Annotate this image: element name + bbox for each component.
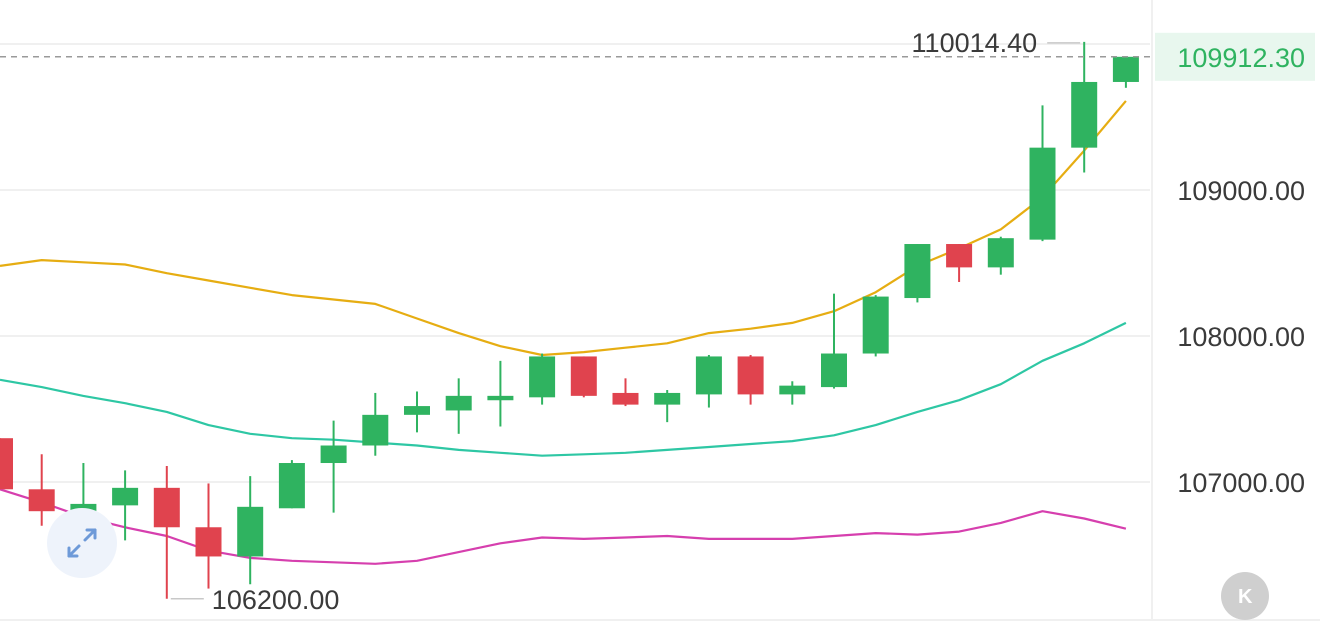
candle	[237, 476, 264, 585]
candle-body	[362, 414, 389, 446]
candle-body	[112, 487, 139, 506]
candle-body	[570, 356, 597, 396]
candle-body	[946, 244, 973, 268]
candle-body	[404, 406, 430, 415]
candle	[862, 295, 889, 357]
candles	[0, 41, 1139, 599]
candle	[195, 483, 222, 589]
candle	[779, 381, 806, 405]
y-tick-label: 109000.00	[1177, 176, 1305, 206]
candle	[445, 378, 472, 434]
candle	[1071, 41, 1098, 173]
candle-body	[28, 489, 55, 512]
candle	[1029, 105, 1056, 242]
candle	[570, 356, 597, 398]
candle-body	[195, 527, 222, 557]
candle-body	[529, 356, 556, 398]
current-price-tag	[1155, 32, 1315, 81]
candle	[737, 354, 764, 405]
candle	[904, 244, 931, 303]
candle-body	[1071, 81, 1098, 148]
candle-body	[278, 463, 305, 509]
annotations: 109912.30 110014.40 106200.00	[0, 28, 1315, 615]
candle-body	[779, 385, 806, 395]
candle	[529, 353, 556, 405]
candle-body	[904, 244, 931, 299]
candle	[278, 460, 305, 509]
candle	[987, 236, 1014, 275]
candle	[112, 470, 139, 541]
candle	[612, 378, 639, 407]
candle-body	[237, 506, 264, 557]
candle-body	[862, 296, 889, 354]
candle-body	[737, 356, 764, 395]
candle	[362, 392, 389, 456]
candle-body	[695, 356, 722, 395]
candle-body	[987, 238, 1014, 268]
candle-body	[1029, 147, 1056, 240]
candle-body	[320, 445, 347, 464]
candle	[487, 360, 514, 427]
candle-body	[1112, 56, 1139, 82]
candle	[654, 390, 681, 423]
candle-body	[0, 438, 13, 490]
candle	[153, 465, 180, 599]
candle	[695, 354, 722, 408]
expand-arrows-icon	[67, 528, 97, 558]
k-letter-icon: K	[1238, 586, 1253, 608]
low-price-annotation: 106200.00	[212, 585, 340, 615]
candle-body	[445, 395, 472, 411]
candle	[1112, 56, 1139, 88]
candle	[404, 391, 430, 433]
candle-body	[487, 395, 514, 401]
fullscreen-button[interactable]	[47, 508, 117, 578]
candle	[320, 420, 347, 513]
candle	[946, 244, 973, 282]
candle-body	[654, 392, 681, 405]
y-tick-label: 107000.00	[1177, 468, 1305, 498]
candle	[0, 438, 13, 490]
moving-averages	[0, 100, 1127, 565]
svg-text:K: K	[1238, 586, 1253, 608]
ma-yellow-line	[0, 100, 1127, 357]
ma-pink-line	[0, 488, 1127, 565]
candle-body	[612, 392, 639, 405]
current-price-label: 109912.30	[1177, 43, 1305, 73]
candle-body	[821, 353, 847, 388]
y-tick-label: 108000.00	[1177, 322, 1305, 352]
candle-body	[153, 487, 180, 528]
candle	[821, 293, 847, 389]
high-price-annotation: 110014.40	[912, 28, 1038, 58]
k-line-button[interactable]: K	[1221, 572, 1269, 620]
ma-teal-line	[0, 321, 1127, 457]
candle	[28, 454, 55, 526]
